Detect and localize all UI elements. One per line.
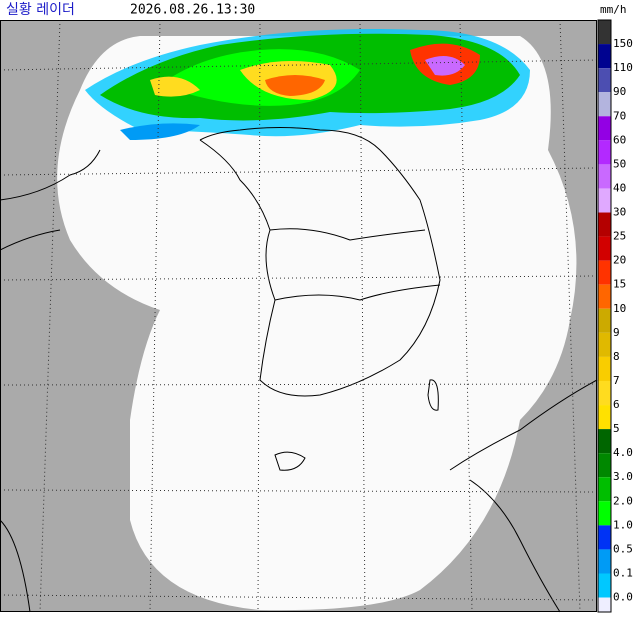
legend-label: 0.1 xyxy=(613,566,633,579)
legend-border xyxy=(597,19,612,613)
legend-swatch xyxy=(598,501,611,526)
timestamp: 2026.08.26.13:30 xyxy=(130,3,255,18)
legend-swatch xyxy=(598,525,611,550)
legend-label: 50 xyxy=(613,157,626,170)
legend-label: 15 xyxy=(613,278,626,291)
legend-swatch xyxy=(598,164,611,189)
legend-swatch xyxy=(598,573,611,598)
legend-label: 90 xyxy=(613,85,626,98)
legend-swatch xyxy=(598,284,611,309)
legend-swatch xyxy=(598,308,611,333)
legend-label: 10 xyxy=(613,302,626,315)
legend-swatch xyxy=(598,68,611,93)
legend-label: 0.5 xyxy=(613,542,633,555)
legend-swatch xyxy=(598,380,611,406)
legend-label: 0.0 xyxy=(613,591,633,604)
legend-label: 70 xyxy=(613,109,626,122)
legend-swatch xyxy=(598,332,611,357)
legend-label: 5 xyxy=(613,422,620,435)
legend-label: 25 xyxy=(613,230,626,243)
legend-swatch xyxy=(598,92,611,117)
radar-coverage xyxy=(57,36,577,611)
rain-echo xyxy=(85,29,530,140)
legend-swatch xyxy=(598,549,611,574)
legend-label: 30 xyxy=(613,206,626,219)
unit: mm/h xyxy=(600,3,627,16)
title: 실황 레이더 xyxy=(6,2,75,18)
legend-swatch xyxy=(598,477,611,502)
legend-label: 1.0 xyxy=(613,518,633,531)
legend-label: 150 xyxy=(613,37,633,50)
legend-swatch xyxy=(598,236,611,261)
legend-swatch xyxy=(598,405,611,430)
map-border xyxy=(0,20,597,612)
legend-swatch xyxy=(598,116,611,141)
legend-swatch xyxy=(598,20,611,45)
legend-swatch xyxy=(598,212,611,237)
legend-label: 9 xyxy=(613,326,620,339)
map-area xyxy=(0,19,598,613)
legend-swatch xyxy=(598,597,611,612)
legend-swatch xyxy=(598,429,611,454)
legend-label: 2.0 xyxy=(613,494,633,507)
legend-label: 40 xyxy=(613,181,626,194)
legend-swatch xyxy=(598,140,611,165)
legend-swatch xyxy=(598,260,611,285)
coastline xyxy=(0,127,598,613)
legend-label: 8 xyxy=(613,350,620,363)
legend-swatch xyxy=(598,453,611,478)
legend: 150 110 90 70 60 50 40 30 25 20 15 10 9 8 7 6 5 4.0 3.0 2.0… xyxy=(597,19,633,613)
legend-label: 4.0 xyxy=(613,446,633,459)
legend-label: 20 xyxy=(613,254,626,267)
legend-label: 7 xyxy=(613,374,620,387)
grid xyxy=(0,19,598,613)
legend-swatch xyxy=(598,44,611,69)
legend-swatch xyxy=(598,356,611,381)
legend-label: 60 xyxy=(613,133,626,146)
legend-swatch xyxy=(598,188,611,213)
legend-label: 6 xyxy=(613,398,620,411)
legend-label: 3.0 xyxy=(613,470,633,483)
legend-label: 110 xyxy=(613,61,633,74)
